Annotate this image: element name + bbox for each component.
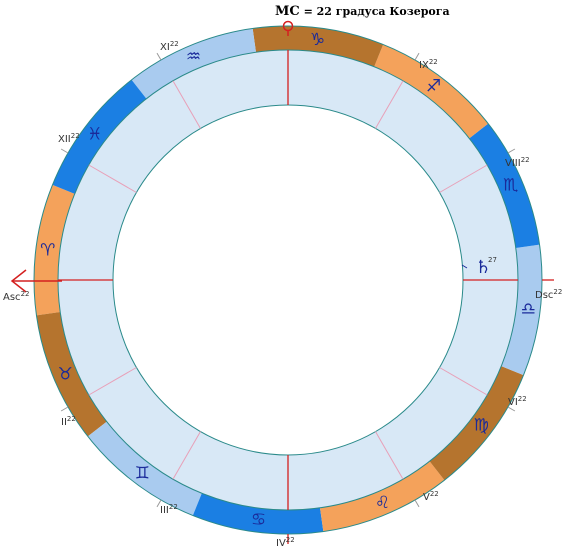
sign-segment-libra	[501, 244, 542, 376]
house-cusp-line	[439, 164, 488, 193]
virgo-icon: ♍	[474, 416, 489, 436]
house-cusp-tick	[414, 52, 420, 61]
capricorn-icon: ♑	[310, 30, 325, 50]
house-cusp-tick	[156, 499, 162, 508]
sign-segment-taurus	[36, 312, 107, 437]
house-label-viii: VIII22	[505, 156, 530, 169]
house-cusp-tick	[60, 406, 69, 412]
sign-segment-gemini	[87, 421, 202, 516]
house-cusp-line	[172, 431, 201, 480]
house-label-ii: II22	[61, 415, 76, 428]
house-cusp-line	[88, 164, 137, 193]
house-cusp-line	[172, 80, 201, 129]
house-label-v: V22	[423, 490, 439, 503]
house-cusp-line	[439, 367, 488, 396]
sign-glyphs: ♈ ♉ ♊ ♋ ♌ ♍ ♎ ♏ ♐ ♑ ♒ ♓	[40, 30, 536, 530]
house-cusp-line	[375, 80, 404, 129]
sign-segment-pisces	[52, 79, 147, 194]
house-cusp-tick	[507, 406, 516, 412]
aquarius-icon: ♒	[186, 47, 201, 67]
sign-segment-aries	[34, 184, 75, 316]
house-band	[57, 49, 519, 511]
sign-segment-virgo	[429, 366, 524, 481]
sign-segment-leo	[320, 461, 445, 532]
gemini-icon: ♊	[135, 463, 150, 483]
leo-icon: ♌	[375, 493, 390, 513]
sign-segment-sagittarius	[374, 44, 489, 139]
house-label-xii: XII22	[58, 132, 80, 145]
house-label-vi: VI22	[508, 395, 527, 408]
aries-icon: ♈	[40, 241, 55, 261]
dsc-label: Dsc22	[535, 288, 562, 301]
cancer-icon: ♋	[251, 510, 266, 530]
house-label-iii: III22	[160, 503, 178, 516]
house-cusp-tick	[60, 148, 69, 154]
saturn-icon: ♄	[475, 257, 491, 278]
mc-description: = 22 градуса Козерога	[300, 5, 450, 18]
saturn-degree: 27	[488, 256, 497, 264]
house-cusp-tick	[414, 499, 420, 508]
house-cusp-tick	[156, 52, 162, 61]
saturn-marker	[461, 264, 468, 269]
sign-segment-aquarius	[131, 28, 256, 99]
house-label-xi: XI22	[160, 40, 179, 53]
sign-segment-scorpio	[469, 123, 540, 248]
house-cusps	[60, 52, 516, 508]
house-label-ix: IX22	[419, 58, 438, 71]
asc-label: Asc22	[3, 290, 29, 303]
asc-arrow-icon	[10, 269, 27, 293]
house-cusp-line	[88, 367, 137, 396]
house-cusp-line	[375, 431, 404, 480]
sagittarius-icon: ♐	[426, 77, 441, 97]
libra-icon: ♎	[521, 299, 536, 319]
house-cusp-tick	[507, 148, 516, 154]
taurus-icon: ♉	[58, 365, 73, 385]
mc-label: MC	[275, 4, 300, 19]
pisces-icon: ♓	[87, 124, 102, 144]
center-circle	[112, 104, 464, 456]
sign-segment-cancer	[192, 493, 324, 534]
house-label-iv: IV22	[276, 536, 295, 549]
chart-title: MC = 22 градуса Козерога	[275, 4, 450, 19]
angular-axes	[58, 50, 554, 544]
sign-segment-capricorn	[252, 26, 384, 67]
scorpio-icon: ♏	[503, 175, 518, 195]
